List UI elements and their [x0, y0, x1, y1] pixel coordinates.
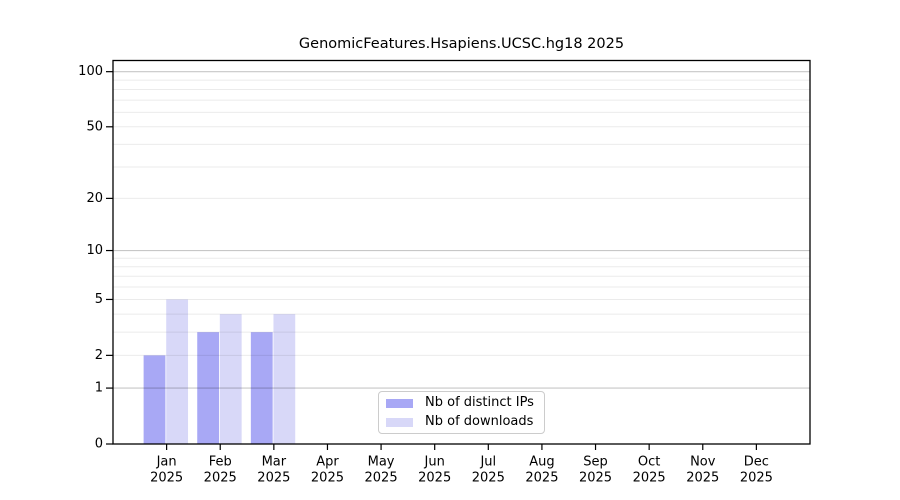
y-tick-label: 20: [86, 191, 103, 206]
downloads-swatch-icon: [386, 417, 413, 427]
distinct-ips-swatch-icon: [386, 398, 413, 408]
x-tick-label-month: Jul: [479, 455, 496, 470]
legend-label: Nb of distinct IPs: [425, 395, 534, 410]
x-tick-label-month: Apr: [316, 455, 339, 470]
x-tick-label-year: 2025: [686, 471, 719, 486]
x-tick-label-month: Jun: [424, 455, 445, 470]
y-tick-label: 10: [86, 243, 103, 258]
y-tick-label: 5: [95, 292, 103, 307]
x-tick-label-month: Oct: [638, 455, 660, 470]
bar-distinct-ips: [143, 355, 166, 444]
bar-downloads: [273, 314, 296, 444]
x-tick-label-year: 2025: [633, 471, 666, 486]
x-tick-label-month: Mar: [262, 455, 287, 470]
legend-item-distinct-ips: Nb of distinct IPs: [386, 395, 534, 411]
x-tick-label-month: May: [368, 455, 395, 470]
y-tick-label: 2: [95, 348, 103, 363]
x-tick-label-month: Jan: [156, 455, 177, 470]
x-tick-label-month: Aug: [529, 455, 554, 470]
legend-box: Nb of distinct IPs Nb of downloads: [378, 391, 545, 434]
x-tick-label-year: 2025: [740, 471, 773, 486]
x-tick-label-year: 2025: [150, 471, 183, 486]
x-tick-label-year: 2025: [418, 471, 451, 486]
x-tick-label-year: 2025: [365, 471, 398, 486]
x-tick-label-year: 2025: [525, 471, 558, 486]
x-tick-label-month: Dec: [744, 455, 769, 470]
bar-distinct-ips: [197, 332, 220, 444]
legend-item-downloads: Nb of downloads: [386, 414, 534, 430]
x-tick-label-year: 2025: [257, 471, 290, 486]
bar-downloads: [219, 314, 242, 444]
y-tick-label: 100: [78, 64, 103, 79]
x-tick-label-month: Nov: [690, 455, 716, 470]
plot-border: [112, 59, 811, 445]
chart-title: GenomicFeatures.Hsapiens.UCSC.hg18 2025: [298, 36, 625, 52]
x-tick-label-month: Sep: [583, 455, 608, 470]
x-tick-label-year: 2025: [579, 471, 612, 486]
x-tick-label-month: Feb: [209, 455, 232, 470]
y-tick-label: 1: [95, 381, 103, 396]
legend-label: Nb of downloads: [425, 414, 534, 429]
bar-distinct-ips: [250, 332, 273, 444]
x-tick-label-year: 2025: [472, 471, 505, 486]
bar-downloads: [166, 299, 189, 444]
y-tick-label: 50: [86, 119, 103, 134]
y-tick-label: 0: [95, 437, 103, 452]
x-tick-label-year: 2025: [311, 471, 344, 486]
x-tick-label-year: 2025: [204, 471, 237, 486]
